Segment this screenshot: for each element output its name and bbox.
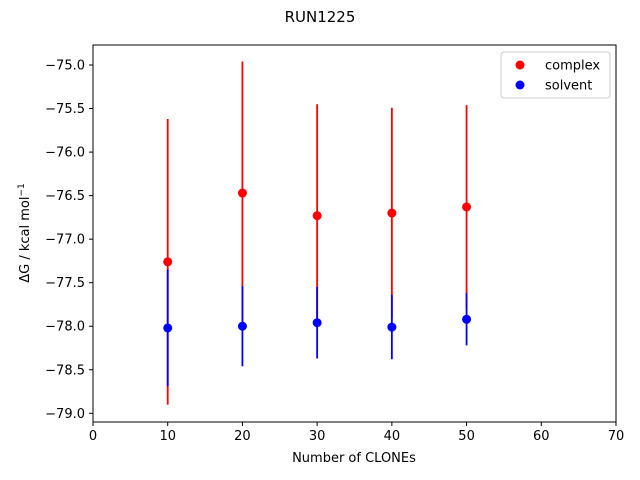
y-axis-label: ΔG / kcal mol−1 [17,183,33,283]
y-tick-label: −78.0 [45,320,85,335]
x-tick-label: 40 [384,429,401,444]
y-tick-label: −76.0 [45,146,85,161]
chart-title: RUN1225 [285,8,356,26]
x-tick-label: 70 [608,429,625,444]
y-tick-label: −76.5 [45,189,85,204]
legend-marker-complex [515,60,525,70]
data-point-solvent [163,323,173,333]
data-point-solvent [387,322,397,332]
y-tick-label: −75.0 [45,59,85,74]
data-point-complex [462,202,472,212]
y-tick-label: −75.5 [45,102,85,117]
data-point-complex [387,208,397,218]
y-axis-label-superscript: −1 [17,183,27,196]
y-tick-label: −77.0 [45,233,85,248]
data-point-complex [163,257,173,267]
y-tick-label: −77.5 [45,276,85,291]
x-tick-label: 30 [309,429,326,444]
plot-area [92,44,617,423]
legend: complex solvent [500,51,611,99]
x-tick-label: 20 [234,429,251,444]
y-tick-label: −78.5 [45,363,85,378]
data-point-solvent [312,318,322,328]
data-point-complex [237,188,247,198]
legend-marker-solvent [515,80,525,90]
data-point-solvent [462,314,472,324]
x-axis: 0 10 20 30 40 50 60 70 [89,422,624,444]
plot-frame [92,44,617,423]
x-tick-label: 0 [89,429,97,444]
legend-box [500,51,611,99]
y-axis: −79.0 −78.5 −78.0 −77.5 −77.0 −76.5 −76.0 −75.5… [45,59,93,422]
y-tick-label: −79.0 [45,407,85,422]
legend-label-complex: complex [545,59,600,74]
y-axis-label-main: ΔG / kcal mol [18,197,33,283]
data-point-solvent [237,321,247,331]
data-point-complex [312,211,322,221]
x-tick-label: 60 [533,429,550,444]
x-tick-label: 10 [159,429,176,444]
x-axis-label: Number of CLONEs [292,451,416,466]
x-tick-label: 50 [458,429,475,444]
legend-label-solvent: solvent [545,79,592,94]
